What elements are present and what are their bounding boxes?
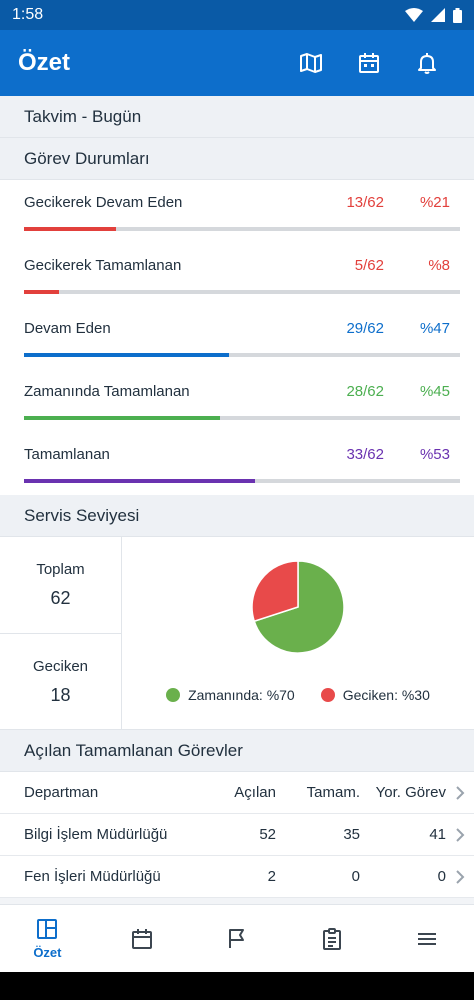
- page-title: Özet: [18, 49, 71, 76]
- status-row-late-completed[interactable]: Gecikerek Tamamlanan 5/62 %8: [0, 243, 474, 306]
- status-progress-track: [24, 353, 460, 357]
- status-percent: %45: [419, 383, 450, 400]
- cell-completed: 35: [343, 826, 360, 843]
- status-row-completed[interactable]: Tamamlanan 33/62 %53: [0, 432, 474, 495]
- status-percent: %53: [419, 446, 450, 463]
- cell-comment: 0: [437, 868, 446, 885]
- late-label: Geciken: [32, 657, 89, 675]
- opened-completed-header: Açılan Tamamlanan Görevler: [0, 730, 474, 772]
- status-progress-fill: [24, 290, 59, 294]
- status-count: 5/62: [354, 257, 384, 274]
- status-label: Zamanında Tamamlanan: [24, 383, 190, 400]
- status-count: 29/62: [346, 320, 384, 337]
- pie-slice-zamanında: [253, 560, 345, 654]
- nav-item-summary[interactable]: Özet: [0, 905, 95, 972]
- status-progress-track: [24, 227, 460, 231]
- task-status-list: Gecikerek Devam Eden 13/62 %21 Gecikerek…: [0, 180, 474, 495]
- calendar-today-header[interactable]: Takvim - Bugün: [0, 96, 474, 138]
- chevron-right-icon: [456, 827, 465, 842]
- status-label: Devam Eden: [24, 320, 111, 337]
- table-row[interactable]: Bilgi İşlem Müdürlüğü 52 35 41: [0, 814, 474, 856]
- cell-opened: 52: [259, 826, 276, 843]
- table-row[interactable]: Fen İşleri Müdürlüğü 2 0 0: [0, 856, 474, 898]
- cell-department: Fen İşleri Müdürlüğü: [24, 868, 161, 885]
- battery-icon: [453, 7, 462, 23]
- legend-dot-late: [320, 688, 335, 702]
- nav-item-flag[interactable]: [190, 905, 285, 972]
- legend-item-late: Geciken: %30: [320, 687, 430, 703]
- late-value: 18: [50, 684, 71, 705]
- status-row-ongoing[interactable]: Devam Eden 29/62 %47: [0, 306, 474, 369]
- bottom-navigation: Özet: [0, 904, 474, 972]
- status-time: 1:58: [12, 6, 44, 23]
- menu-icon: [417, 932, 436, 945]
- status-percent: %8: [428, 257, 450, 274]
- cell-opened: 2: [267, 868, 276, 885]
- status-progress-track: [24, 416, 460, 420]
- status-progress-fill: [24, 353, 229, 357]
- service-level-panel: Toplam 62 Geciken 18 Zamanında: %70 Geci…: [0, 537, 474, 730]
- cell-completed: 0: [351, 868, 360, 885]
- flag-icon: [228, 928, 244, 948]
- bell-icon: [418, 53, 436, 74]
- task-status-header: Görev Durumları: [0, 138, 474, 180]
- nav-item-tasks[interactable]: [284, 905, 379, 972]
- status-progress-fill: [24, 479, 256, 483]
- col-header-opened: Açılan: [234, 784, 276, 801]
- notifications-button[interactable]: [398, 30, 456, 96]
- service-pie-chart: [251, 560, 345, 654]
- map-icon: [300, 53, 322, 73]
- calendar-icon: [132, 928, 153, 949]
- status-progress-fill: [24, 416, 221, 420]
- status-progress-track: [24, 290, 460, 294]
- calendar-button[interactable]: [340, 30, 398, 96]
- summary-content: Takvim - Bugün Görev Durumları Gecikerek…: [0, 96, 474, 904]
- status-label: Gecikerek Tamamlanan: [24, 257, 182, 274]
- app-bar: Özet: [0, 30, 474, 96]
- status-label: Gecikerek Devam Eden: [24, 194, 183, 211]
- system-navigation-bar: [0, 972, 474, 1000]
- calendar-icon: [359, 53, 379, 73]
- legend-item-on-time: Zamanında: %70: [166, 687, 295, 703]
- cell-comment: 41: [429, 826, 446, 843]
- pie-slice-geciken: [251, 560, 299, 623]
- total-label: Toplam: [36, 561, 85, 578]
- status-label: Tamamlanan: [24, 446, 110, 463]
- status-row-on-time-completed[interactable]: Zamanında Tamamlanan 28/62 %45: [0, 369, 474, 432]
- department-table: Departman Açılan Tamam. Yor. Görev Bilgi…: [0, 772, 474, 898]
- status-progress-track: [24, 479, 460, 483]
- legend-dot-on-time: [166, 688, 181, 702]
- col-header-department: Departman: [24, 784, 99, 801]
- col-header-completed: Tamam.: [306, 784, 360, 801]
- legend-label-late: Geciken: %30: [342, 687, 430, 703]
- service-level-header: Servis Seviyesi: [0, 495, 474, 537]
- status-percent: %21: [419, 194, 450, 211]
- table-header-row: Departman Açılan Tamam. Yor. Görev: [0, 772, 474, 814]
- nav-item-menu[interactable]: [379, 905, 474, 972]
- status-bar: 1:58: [0, 0, 474, 30]
- total-value: 62: [50, 588, 71, 608]
- nav-label-summary: Özet: [33, 945, 62, 960]
- service-pie-area: Zamanında: %70 Geciken: %30: [122, 537, 474, 729]
- total-stat: Toplam 62: [0, 537, 121, 633]
- status-row-late-ongoing[interactable]: Gecikerek Devam Eden 13/62 %21: [0, 180, 474, 243]
- status-count: 13/62: [346, 194, 384, 211]
- legend-label-on-time: Zamanında: %70: [188, 687, 295, 703]
- summary-icon: [37, 919, 58, 939]
- status-count: 33/62: [346, 446, 384, 463]
- pie-legend: Zamanında: %70 Geciken: %30: [122, 687, 474, 703]
- wifi-icon: [405, 8, 423, 22]
- chevron-right-icon: [456, 869, 465, 884]
- clipboard-icon: [322, 927, 341, 950]
- status-percent: %47: [419, 320, 450, 337]
- nav-item-calendar[interactable]: [95, 905, 190, 972]
- col-header-comment: Yor. Görev: [375, 784, 446, 801]
- status-count: 28/62: [346, 383, 384, 400]
- cell-department: Bilgi İşlem Müdürlüğü: [24, 826, 168, 843]
- late-stat: Geciken 18: [0, 633, 121, 729]
- chevron-right-icon: [456, 785, 465, 800]
- signal-icon: [431, 8, 445, 22]
- map-button[interactable]: [282, 30, 340, 96]
- status-progress-fill: [24, 227, 116, 231]
